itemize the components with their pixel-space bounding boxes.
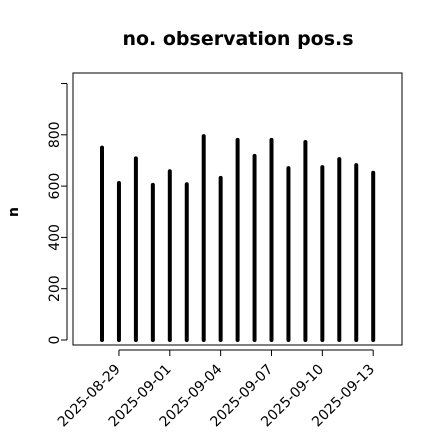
y-tick-label-600: 600 <box>47 173 63 200</box>
x-axis: 2025-08-292025-09-012025-09-042025-09-07… <box>55 349 378 430</box>
y-tick-label-0: 0 <box>47 336 63 345</box>
y-tick-label-800: 800 <box>47 121 63 148</box>
y-axis-label: n <box>6 207 22 217</box>
y-tick-label-200: 200 <box>47 275 63 302</box>
chart-title: no. observation pos.s <box>122 28 353 50</box>
y-tick-label-400: 400 <box>47 224 63 251</box>
y-axis: 0 200 400 600 800 <box>47 83 68 345</box>
plot-frame <box>72 72 403 346</box>
bars <box>100 134 376 342</box>
